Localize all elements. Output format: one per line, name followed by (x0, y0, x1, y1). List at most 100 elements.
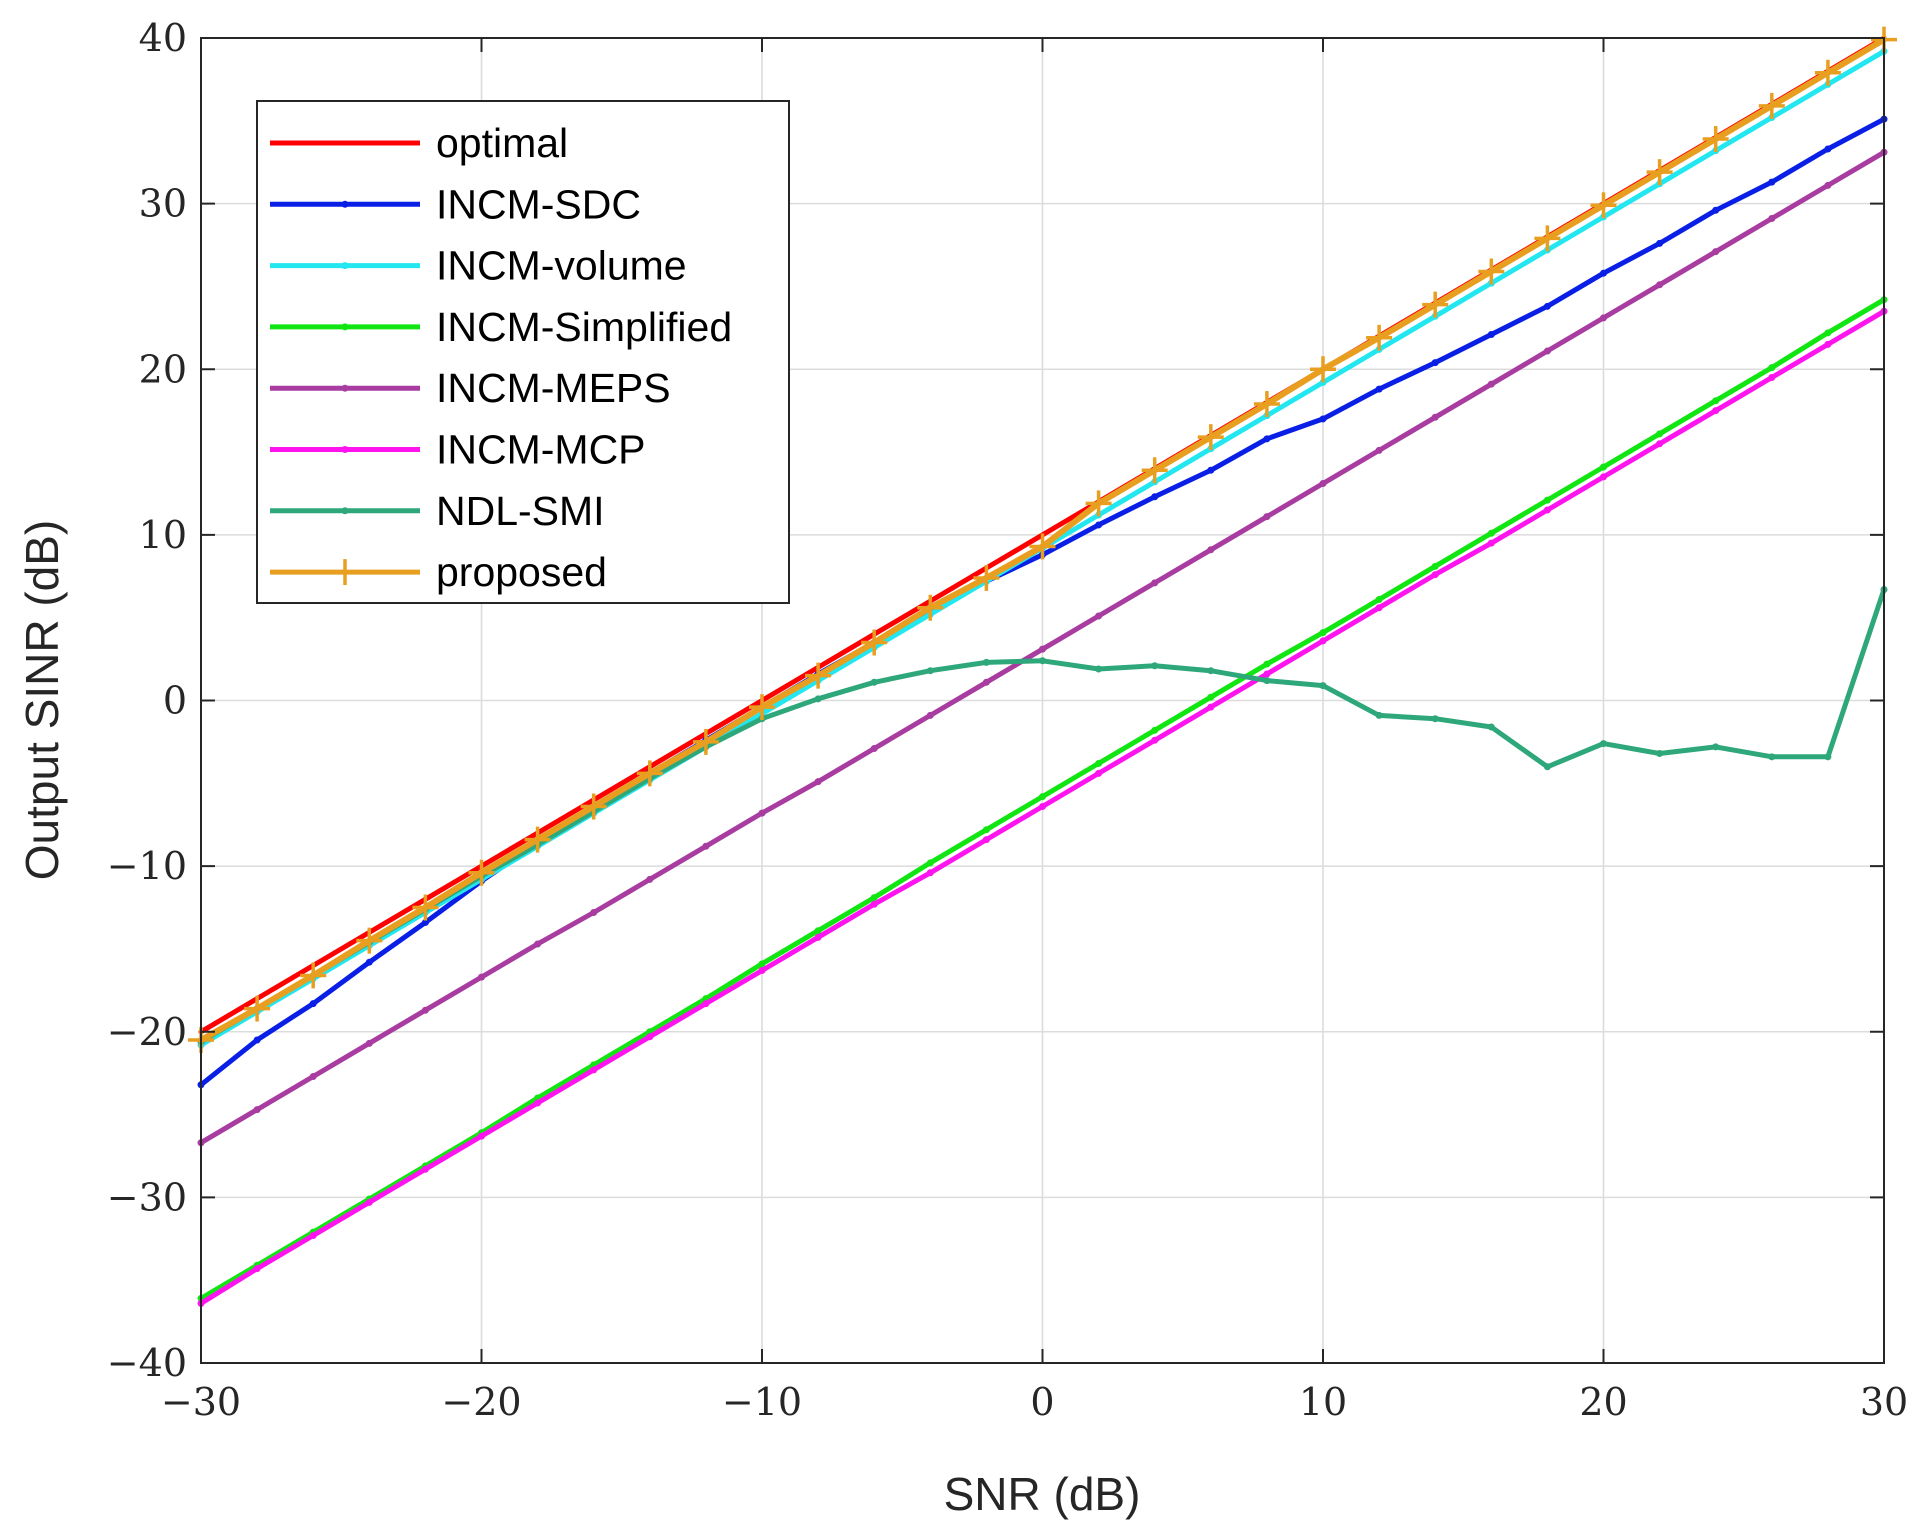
legend-item-proposed: proposed (270, 549, 607, 595)
data-point-NDL-SMI (1375, 711, 1383, 719)
data-point-INCM-MEPS (1263, 513, 1271, 521)
data-point-INCM-MEPS (1768, 215, 1776, 223)
data-point-INCM-Simplified (1543, 496, 1551, 504)
data-point-INCM-MCP (1039, 803, 1046, 810)
data-point-INCM-SDC (1431, 359, 1439, 367)
legend-label: NDL-SMI (436, 488, 605, 534)
data-point-proposed (1141, 457, 1168, 484)
data-point-INCM-SDC (309, 1000, 317, 1008)
data-point-INCM-MCP (1712, 407, 1720, 415)
data-point-INCM-MCP (758, 966, 766, 974)
data-point-INCM-MEPS (870, 745, 878, 753)
data-point-INCM-SDC (1151, 493, 1159, 501)
data-point-INCM-MEPS (1487, 380, 1495, 388)
data-point-proposed (1366, 324, 1393, 351)
data-point-proposed (1534, 225, 1561, 252)
data-point-NDL-SMI (1712, 743, 1720, 751)
data-point-INCM-MEPS (1151, 579, 1159, 587)
data-point-proposed (1590, 192, 1617, 219)
data-point-INCM-MCP (1600, 473, 1607, 481)
data-point-proposed (1310, 356, 1336, 383)
series-INCM-MEPS (197, 148, 1888, 1147)
data-point-INCM-MCP (870, 900, 878, 908)
data-point-proposed (1702, 126, 1729, 153)
data-point-INCM-MCP (1656, 440, 1664, 448)
legend: optimal INCM-SDC INCM-volume INCM-Simplifie… (256, 100, 790, 604)
data-point-proposed (805, 662, 832, 689)
data-point-INCM-Simplified (758, 960, 766, 968)
data-point-INCM-MEPS (1656, 281, 1664, 289)
data-point-INCM-MEPS (1039, 645, 1046, 653)
data-point-INCM-MEPS (1431, 413, 1439, 421)
data-point-proposed (692, 728, 719, 755)
legend-label: optimal (436, 120, 568, 166)
legend-item-optimal: optimal (270, 120, 568, 166)
data-point-INCM-MEPS (534, 940, 542, 948)
legend-label: INCM-Simplified (436, 304, 732, 350)
data-point-proposed (300, 962, 327, 989)
data-point-INCM-Simplified (1768, 364, 1776, 372)
data-point-INCM-MCP (1487, 539, 1495, 547)
data-point-NDL-SMI (1656, 750, 1664, 757)
data-point-INCM-Simplified (982, 826, 990, 834)
series-INCM-MCP (197, 307, 1888, 1307)
data-point-INCM-MCP (253, 1265, 261, 1273)
data-point-INCM-Simplified (814, 927, 822, 935)
data-point-proposed (917, 594, 944, 621)
data-point-proposed (524, 826, 551, 853)
y-tick-label: 10 (139, 513, 187, 557)
data-point-INCM-MEPS (1543, 347, 1551, 355)
data-point-proposed (580, 793, 607, 820)
data-point-INCM-Simplified (1319, 629, 1327, 637)
legend-label: INCM-volume (436, 243, 687, 289)
data-point-proposed (1478, 258, 1505, 285)
data-point-proposed (749, 694, 775, 721)
x-tick-label: 0 (1030, 1380, 1054, 1424)
y-axis-label: Output SINR (dB) (16, 520, 68, 880)
data-point-INCM-MEPS (421, 1006, 429, 1014)
data-point-INCM-SDC (1824, 145, 1832, 153)
data-point-INCM-SDC (1656, 239, 1664, 247)
data-point-NDL-SMI (1207, 667, 1215, 675)
data-point-INCM-MEPS (1207, 546, 1215, 554)
data-point-INCM-MCP (421, 1165, 429, 1173)
y-tick-label: −20 (107, 1010, 187, 1054)
data-point-NDL-SMI (1768, 753, 1776, 761)
data-point-INCM-MCP (1319, 637, 1327, 645)
data-point-INCM-SDC (421, 918, 429, 926)
data-point-INCM-SDC (1600, 269, 1607, 277)
data-point-INCM-MEPS (1375, 446, 1383, 454)
data-point-INCM-Simplified (1656, 430, 1664, 438)
data-point-INCM-SDC (1319, 415, 1327, 423)
legend-marker (341, 262, 349, 270)
y-tick-label: 30 (139, 182, 187, 226)
data-point-INCM-SDC (253, 1036, 261, 1044)
data-point-INCM-SDC (1487, 330, 1495, 338)
data-point-INCM-Simplified (870, 894, 878, 902)
data-point-INCM-MCP (1263, 670, 1271, 678)
data-point-INCM-MEPS (253, 1106, 261, 1114)
data-point-INCM-MCP (814, 933, 822, 941)
data-point-INCM-MCP (1431, 571, 1439, 579)
legend-label: INCM-MEPS (436, 365, 671, 411)
data-point-INCM-Simplified (1487, 529, 1495, 537)
data-point-INCM-MEPS (814, 778, 822, 786)
data-point-INCM-MEPS (309, 1072, 317, 1080)
legend-label: INCM-MCP (436, 427, 646, 473)
data-point-INCM-MCP (926, 869, 934, 877)
data-point-INCM-MCP (365, 1198, 373, 1206)
data-point-NDL-SMI (1487, 723, 1495, 731)
data-point-NDL-SMI (1543, 763, 1551, 771)
data-point-INCM-SDC (1207, 466, 1215, 474)
legend-box (256, 100, 790, 604)
y-tick-label: 20 (139, 347, 187, 391)
x-tick-label: 10 (1299, 1380, 1347, 1424)
y-tick-label: −10 (107, 844, 187, 888)
x-tick-label: 30 (1860, 1380, 1908, 1424)
data-point-proposed (412, 894, 439, 921)
x-axis-label: SNR (dB) (944, 1468, 1141, 1520)
data-point-NDL-SMI (1263, 677, 1271, 685)
legend-item-INCM-SDC: INCM-SDC (270, 181, 641, 227)
data-point-INCM-MCP (982, 836, 990, 844)
data-point-INCM-Simplified (1039, 793, 1046, 801)
